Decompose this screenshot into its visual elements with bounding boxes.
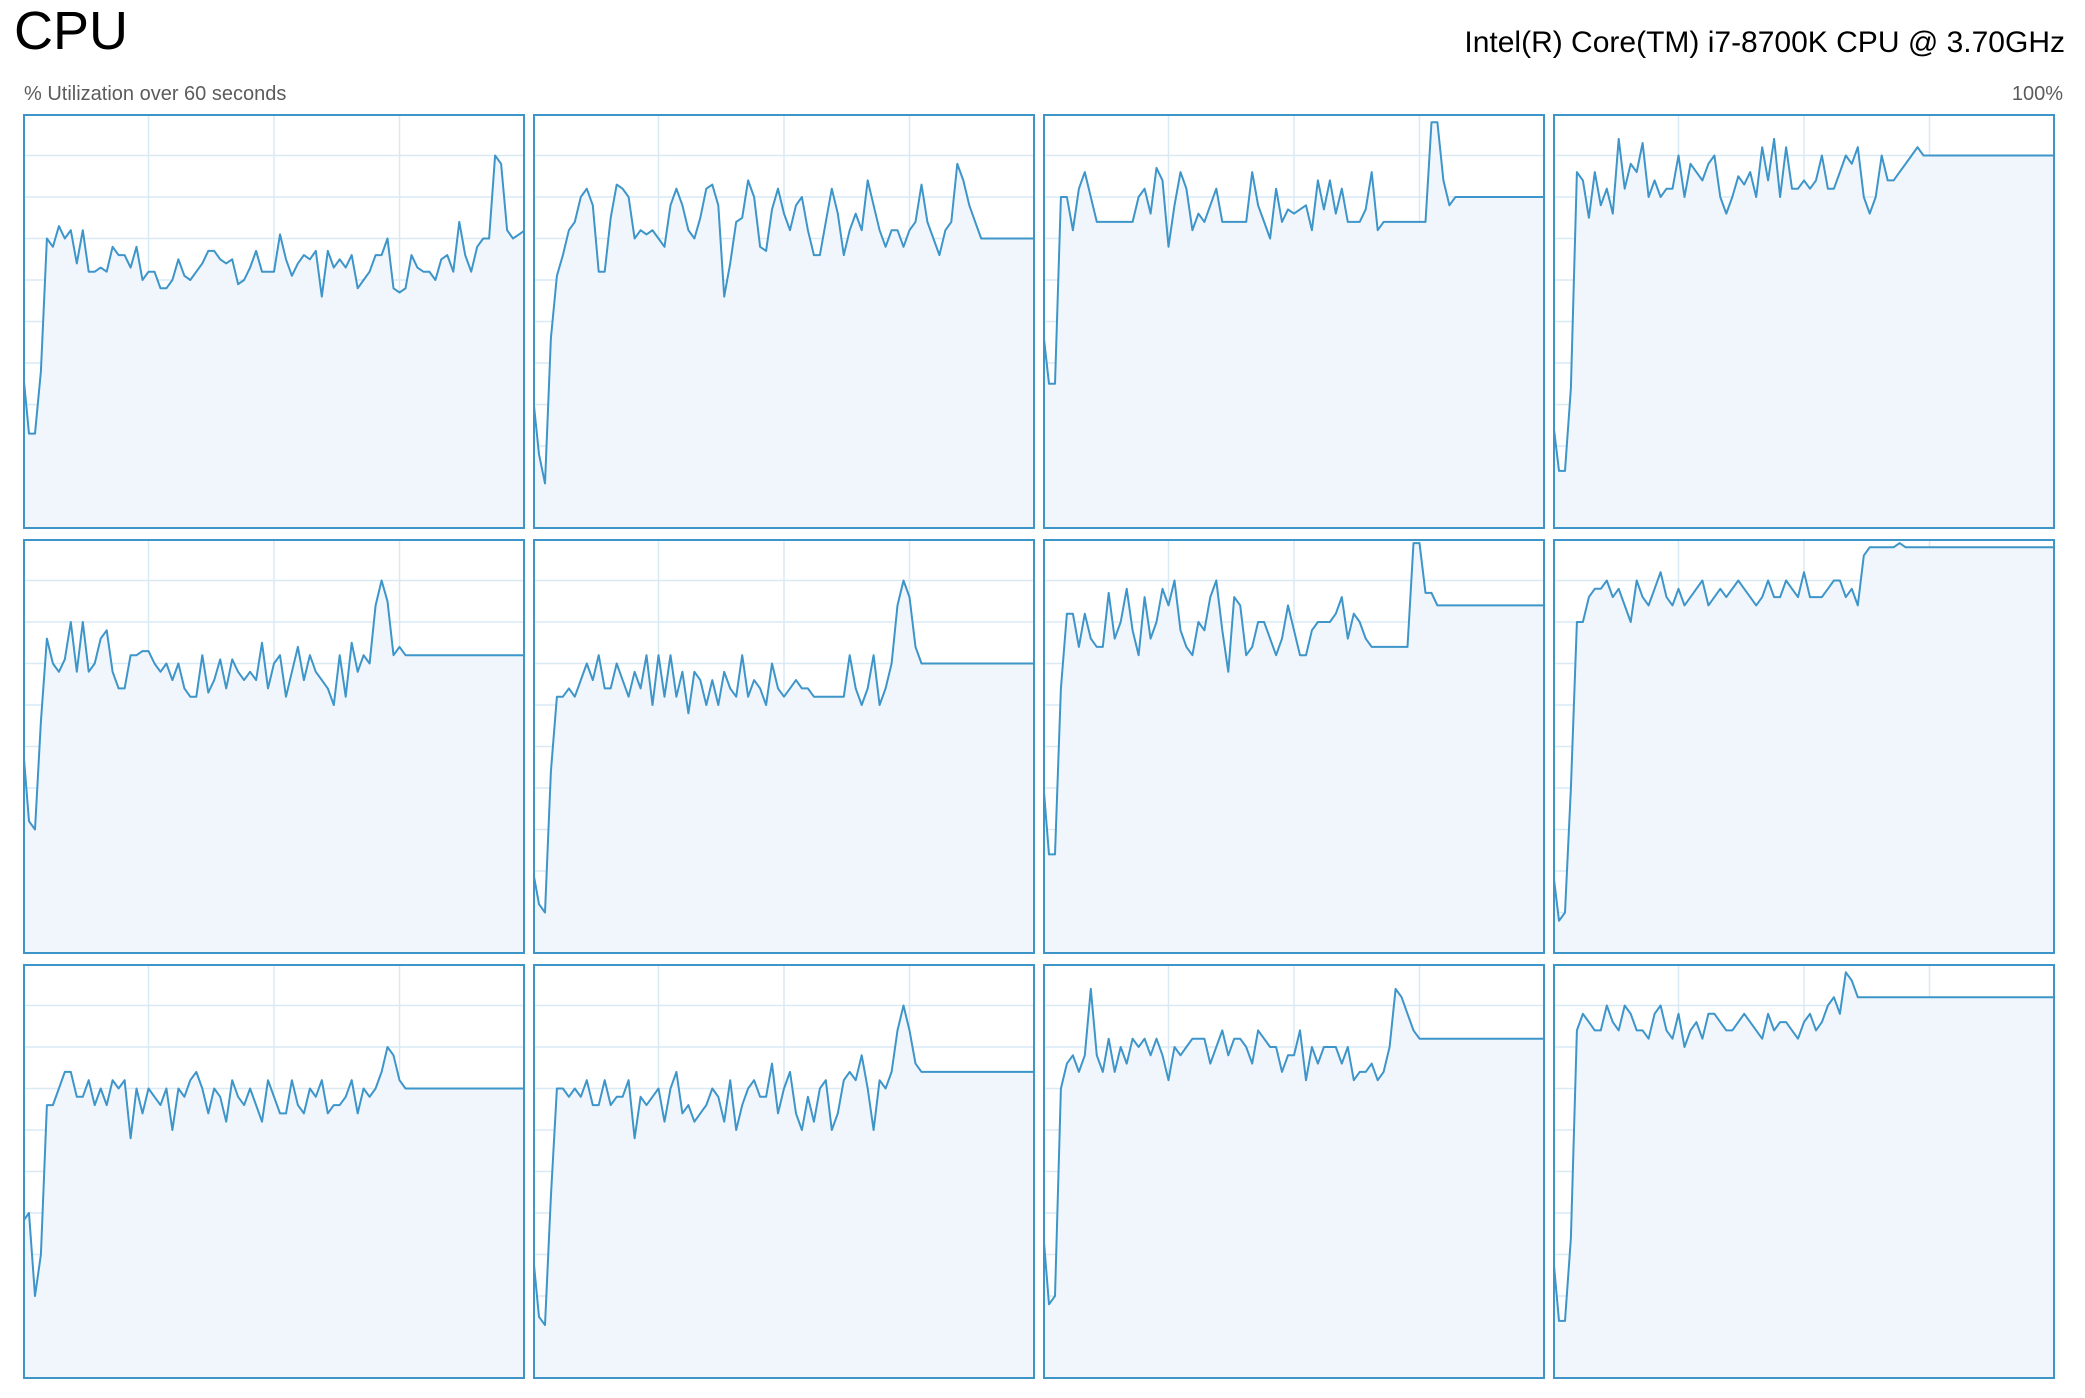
graph-border — [23, 539, 525, 954]
core-graph-11[interactable] — [1043, 964, 1545, 1379]
core-graph-7[interactable] — [1043, 539, 1545, 954]
utilization-area — [1553, 543, 2055, 954]
utilization-area — [533, 163, 1035, 529]
utilization-area — [1043, 543, 1545, 954]
core-graph-9[interactable] — [23, 964, 525, 1379]
utilization-line — [1043, 121, 1545, 385]
core-graph-svg — [1043, 114, 1545, 529]
core-graph-svg — [23, 964, 525, 1379]
core-graph-svg — [1553, 964, 2055, 1379]
utilization-line — [533, 162, 1035, 485]
graph-border — [1043, 539, 1545, 954]
utilization-area — [1553, 972, 2055, 1379]
core-graph-svg — [23, 539, 525, 954]
graph-border — [1553, 964, 2055, 1379]
logical-processor-grid[interactable] — [23, 114, 2063, 1384]
core-graph-svg — [1553, 114, 2055, 529]
utilization-line — [23, 154, 525, 435]
graph-border — [23, 964, 525, 1379]
utilization-area — [533, 580, 1035, 954]
utilization-area — [1553, 138, 2055, 529]
core-graph-1[interactable] — [23, 114, 525, 529]
graph-border — [1043, 114, 1545, 529]
core-graph-6[interactable] — [533, 539, 1035, 954]
utilization-area — [533, 1005, 1035, 1379]
core-graph-svg — [1553, 539, 2055, 954]
core-graph-3[interactable] — [1043, 114, 1545, 529]
graph-border — [1553, 114, 2055, 529]
graph-border — [23, 114, 525, 529]
core-graph-svg — [533, 114, 1035, 529]
utilization-area — [1043, 122, 1545, 529]
utilization-line — [1553, 137, 2055, 472]
utilization-line — [533, 1004, 1035, 1327]
core-graph-svg — [23, 114, 525, 529]
core-graph-12[interactable] — [1553, 964, 2055, 1379]
utilization-line — [533, 579, 1035, 914]
graph-border — [533, 539, 1035, 954]
utilization-max-label: 100% — [2011, 83, 2063, 105]
core-graph-5[interactable] — [23, 539, 525, 954]
core-graph-2[interactable] — [533, 114, 1035, 529]
utilization-line — [23, 1046, 525, 1297]
core-graph-svg — [533, 539, 1035, 954]
core-graph-8[interactable] — [1553, 539, 2055, 954]
utilization-line — [1043, 542, 1545, 856]
graph-border — [1553, 539, 2055, 954]
graph-border — [533, 964, 1035, 1379]
graph-border — [1043, 964, 1545, 1379]
core-graph-svg — [1043, 964, 1545, 1379]
utilization-area — [23, 1047, 525, 1379]
graph-border — [533, 114, 1035, 529]
core-graph-4[interactable] — [1553, 114, 2055, 529]
utilization-area — [1043, 988, 1545, 1379]
core-graph-10[interactable] — [533, 964, 1035, 1379]
core-graph-svg — [533, 964, 1035, 1379]
utilization-line — [1043, 987, 1545, 1306]
cpu-model-label: Intel(R) Core(TM) i7-8700K CPU @ 3.70GHz — [1464, 26, 2065, 59]
page-title: CPU — [14, 1, 129, 61]
core-graph-svg — [1043, 539, 1545, 954]
utilization-line — [1553, 971, 2055, 1322]
utilization-area — [23, 155, 525, 529]
utilization-line — [23, 579, 525, 831]
utilization-axis-label: % Utilization over 60 seconds — [24, 83, 287, 105]
utilization-line — [1553, 542, 2055, 922]
utilization-area — [23, 580, 525, 954]
